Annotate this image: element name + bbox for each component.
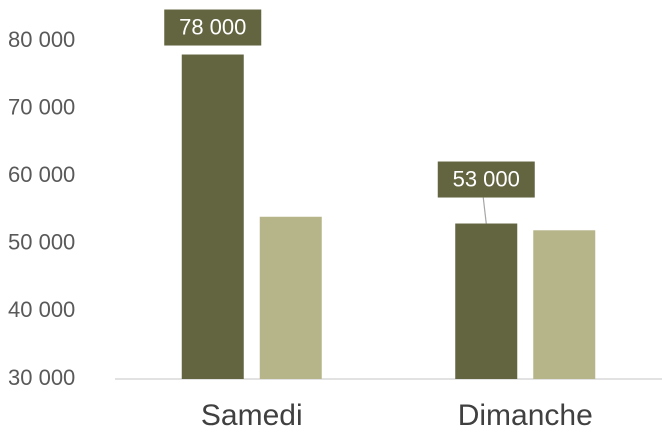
y-tick-label: 70 000 <box>8 94 75 119</box>
bar <box>455 223 518 379</box>
y-tick-label: 30 000 <box>8 365 75 390</box>
bar <box>259 216 322 379</box>
x-tick-label: Dimanche <box>458 399 593 432</box>
x-tick-label: Samedi <box>201 399 303 432</box>
y-tick-label: 50 000 <box>8 230 75 255</box>
value-label-box <box>164 9 262 46</box>
bar <box>533 230 596 379</box>
leader-line <box>482 197 487 224</box>
y-tick-label: 40 000 <box>8 297 75 322</box>
value-label: 78 000 <box>179 14 246 39</box>
y-tick-label: 60 000 <box>8 162 75 187</box>
y-tick-label: 80 000 <box>8 27 75 52</box>
value-label: 53 000 <box>453 166 520 191</box>
value-label-box <box>437 161 535 198</box>
bar <box>181 54 244 380</box>
